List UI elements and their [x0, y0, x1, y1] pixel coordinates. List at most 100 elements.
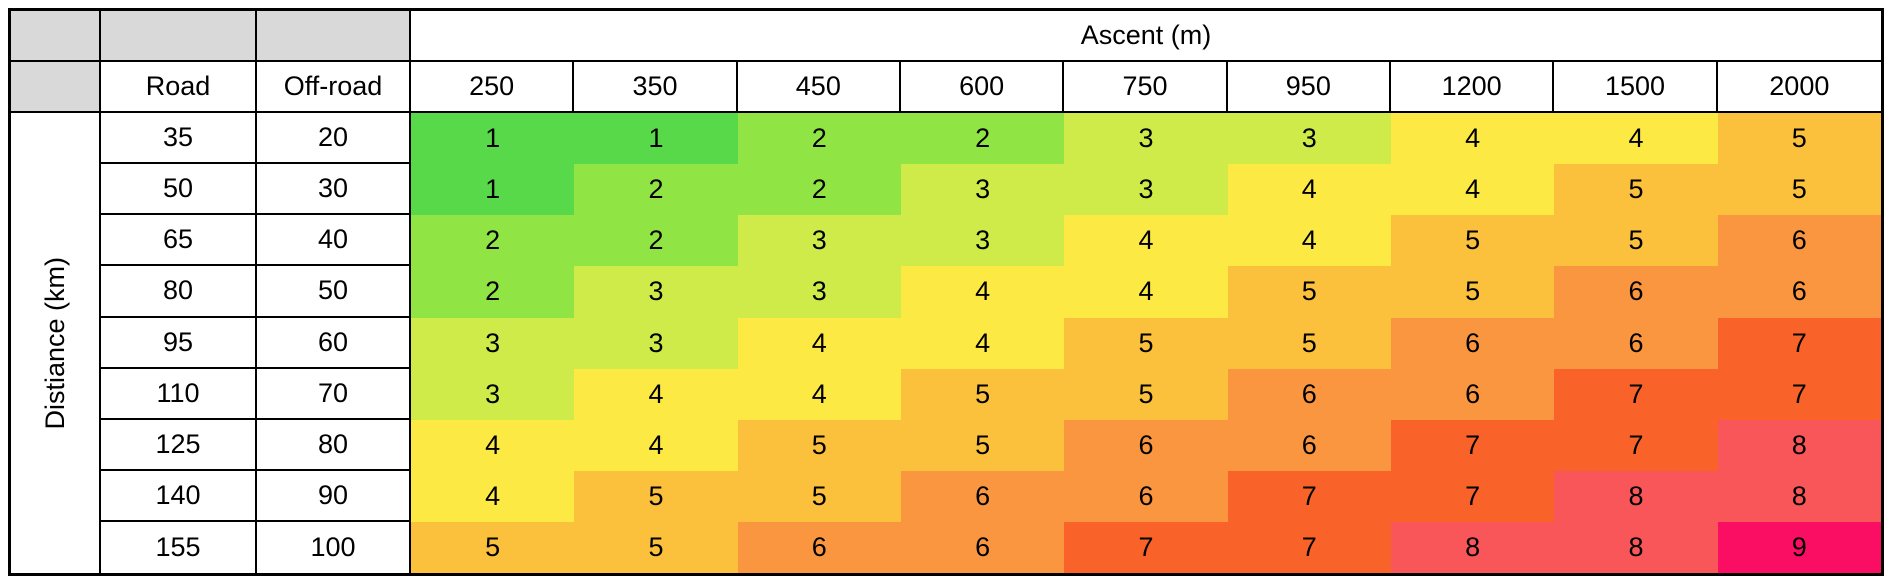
heatmap-value-cell: 3: [1064, 113, 1228, 165]
road-value-cell: 125: [101, 419, 257, 471]
heatmap-value-cell: 4: [737, 317, 901, 369]
heatmap-value-cell: 7: [1390, 470, 1555, 522]
heatmap-value-cell: 4: [574, 368, 738, 420]
heatmap-value-cell: 4: [411, 470, 575, 522]
heatmap-value-cell: 7: [1064, 521, 1228, 573]
heatmap-value-cell: 1: [411, 164, 575, 216]
offroad-value-cell: 60: [257, 317, 411, 369]
heatmap-value-cell: 5: [900, 368, 1065, 420]
road-value-cell: 50: [101, 164, 257, 216]
road-value-cell: 35: [101, 113, 257, 165]
heatmap-value-cell: 3: [411, 368, 575, 420]
heatmap-value-cell: 5: [1717, 113, 1881, 165]
heatmap-value-cell: 7: [1554, 419, 1718, 471]
heatmap-value-cell: 4: [1064, 266, 1228, 318]
heatmap-value-cell: 4: [900, 317, 1065, 369]
heatmap-value-cell: 4: [737, 368, 901, 420]
heatmap-value-cell: 4: [1064, 215, 1228, 267]
offroad-value-cell: 80: [257, 419, 411, 471]
heatmap-value-cell: 6: [1390, 368, 1555, 420]
ascent-col-header-2000: 2000: [1717, 62, 1881, 114]
offroad-value-cell: 70: [257, 368, 411, 420]
heatmap-value-cell: 5: [574, 470, 738, 522]
heatmap-value-cell: 2: [737, 113, 901, 165]
heatmap-value-cell: 5: [411, 521, 575, 573]
heatmap-value-cell: 3: [900, 215, 1065, 267]
ascent-col-header-350: 350: [574, 62, 738, 114]
heatmap-value-cell: 3: [574, 266, 738, 318]
offroad-value-cell: 30: [257, 164, 411, 216]
offroad-value-cell: 90: [257, 470, 411, 522]
heatmap-value-cell: 4: [411, 419, 575, 471]
road-value-cell: 95: [101, 317, 257, 369]
heatmap-value-cell: 3: [1227, 113, 1391, 165]
heatmap-value-cell: 1: [574, 113, 738, 165]
heatmap-value-cell: 4: [1554, 113, 1718, 165]
offroad-value-cell: 100: [257, 521, 411, 573]
heatmap-value-cell: 5: [1717, 164, 1881, 216]
corner-blank-cell-1: [11, 11, 101, 63]
heatmap-value-cell: 2: [574, 164, 738, 216]
road-value-cell: 65: [101, 215, 257, 267]
heatmap-value-cell: 5: [1064, 317, 1228, 369]
difficulty-matrix-table: Ascent (m) Road Off-road 250 350 450 600…: [8, 8, 1884, 576]
heatmap-value-cell: 5: [574, 521, 738, 573]
heatmap-value-cell: 5: [737, 470, 901, 522]
heatmap-value-cell: 8: [1717, 419, 1881, 471]
heatmap-value-cell: 3: [574, 317, 738, 369]
heatmap-value-cell: 3: [900, 164, 1065, 216]
heatmap-value-cell: 8: [1554, 521, 1718, 573]
road-value-cell: 80: [101, 266, 257, 318]
heatmap-value-cell: 2: [900, 113, 1065, 165]
heatmap-value-cell: 2: [411, 215, 575, 267]
heatmap-value-cell: 4: [1227, 164, 1391, 216]
heatmap-value-cell: 6: [1390, 317, 1555, 369]
heatmap-value-cell: 9: [1717, 521, 1881, 573]
heatmap-value-cell: 6: [1064, 470, 1228, 522]
heatmap-value-cell: 5: [1064, 368, 1228, 420]
road-value-cell: 140: [101, 470, 257, 522]
heatmap-value-cell: 4: [1227, 215, 1391, 267]
ascent-col-header-250: 250: [411, 62, 575, 114]
heatmap-value-cell: 4: [1390, 113, 1555, 165]
heatmap-value-cell: 5: [1554, 215, 1718, 267]
heatmap-value-cell: 5: [737, 419, 901, 471]
heatmap-value-cell: 7: [1227, 470, 1391, 522]
heatmap-value-cell: 5: [900, 419, 1065, 471]
ascent-col-header-600: 600: [900, 62, 1065, 114]
heatmap-value-cell: 7: [1554, 368, 1718, 420]
heatmap-value-cell: 7: [1717, 368, 1881, 420]
heatmap-value-cell: 6: [1554, 266, 1718, 318]
heatmap-value-cell: 6: [1717, 266, 1881, 318]
heatmap-value-cell: 6: [1227, 419, 1391, 471]
corner-blank-cell-3: [257, 11, 411, 63]
distance-axis-label: Distiance (km): [39, 256, 70, 430]
heatmap-value-cell: 1: [411, 113, 575, 165]
ascent-col-header-1500: 1500: [1554, 62, 1718, 114]
heatmap-value-cell: 2: [737, 164, 901, 216]
heatmap-value-cell: 5: [1390, 266, 1555, 318]
heatmap-value-cell: 8: [1717, 470, 1881, 522]
offroad-value-cell: 50: [257, 266, 411, 318]
offroad-column-header: Off-road: [257, 62, 411, 114]
table-grid: Ascent (m) Road Off-road 250 350 450 600…: [11, 11, 1881, 573]
heatmap-value-cell: 7: [1390, 419, 1555, 471]
road-column-header: Road: [101, 62, 257, 114]
heatmap-value-cell: 6: [900, 470, 1065, 522]
heatmap-value-cell: 6: [1064, 419, 1228, 471]
heatmap-value-cell: 3: [411, 317, 575, 369]
ascent-col-header-450: 450: [737, 62, 901, 114]
heatmap-value-cell: 6: [1717, 215, 1881, 267]
heatmap-value-cell: 5: [1390, 215, 1555, 267]
ascent-col-header-950: 950: [1227, 62, 1391, 114]
heatmap-value-cell: 5: [1554, 164, 1718, 216]
heatmap-value-cell: 6: [1227, 368, 1391, 420]
road-value-cell: 155: [101, 521, 257, 573]
offroad-value-cell: 40: [257, 215, 411, 267]
offroad-value-cell: 20: [257, 113, 411, 165]
ascent-col-header-1200: 1200: [1390, 62, 1555, 114]
heatmap-value-cell: 2: [574, 215, 738, 267]
ascent-col-header-750: 750: [1064, 62, 1228, 114]
heatmap-value-cell: 4: [1390, 164, 1555, 216]
corner-blank-cell-2: [101, 11, 257, 63]
